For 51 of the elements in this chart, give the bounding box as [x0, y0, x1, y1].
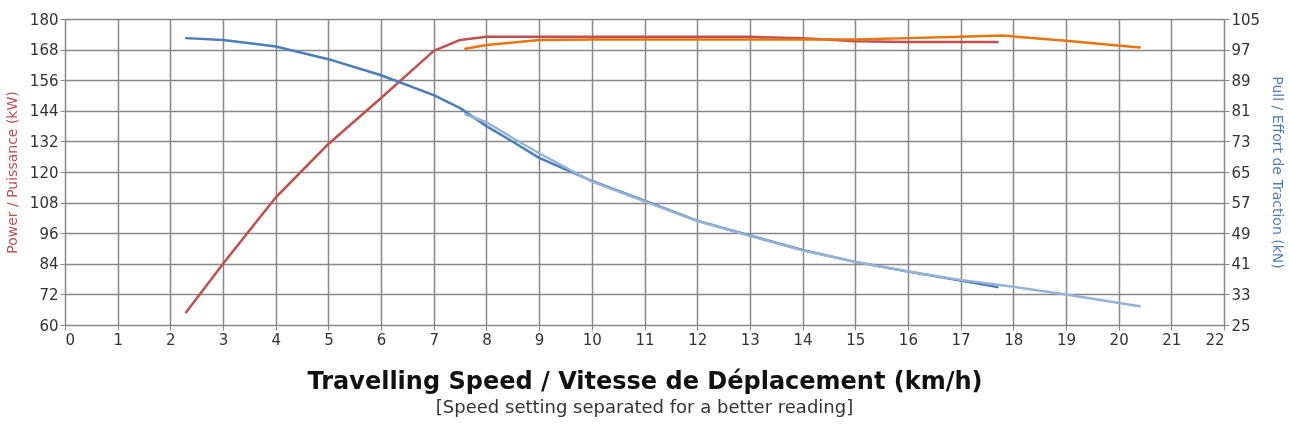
- text: [Speed setting separated for a better reading]: [435, 396, 854, 417]
- y-tick-label: 168: [29, 41, 59, 60]
- x-tick-label: 18: [1004, 330, 1024, 349]
- y2-tick-label: 57: [1231, 194, 1251, 213]
- y2-tick-label: 97: [1231, 41, 1251, 60]
- x-tick-label: 1: [113, 330, 123, 349]
- x-tick-label: 20: [1109, 330, 1129, 349]
- y-tick-label: 72: [39, 285, 59, 304]
- x-tick-label: 4: [271, 330, 281, 349]
- x-tick-label: 13: [740, 330, 760, 349]
- y2-tick-label: 33: [1231, 285, 1251, 304]
- y-tick-label: 96: [39, 224, 59, 243]
- y2-tick-label: 25: [1231, 316, 1251, 335]
- x-tick-label: 10: [582, 330, 602, 349]
- x-tick-label: 21: [1162, 330, 1182, 349]
- x-tick-label: 11: [635, 330, 655, 349]
- x-axis-title: Travelling Speed / Vitesse de Déplacement (km/h): [307, 366, 983, 395]
- y2-tick-label: 73: [1231, 132, 1251, 151]
- y-tick-label: 132: [29, 132, 59, 151]
- x-tick-label: 0: [65, 330, 76, 349]
- y2-tick-label: 81: [1231, 102, 1251, 121]
- y2-tick-label: 41: [1231, 255, 1251, 274]
- x-tick-label: 7: [429, 330, 440, 349]
- x-tick-label: 2: [166, 330, 176, 349]
- x-tick-label: 16: [898, 330, 918, 349]
- x-tick-label: 19: [1056, 330, 1076, 349]
- x-tick-label: 3: [218, 330, 229, 349]
- y-tick-label: 120: [29, 163, 59, 182]
- y2-tick-label: 65: [1231, 163, 1251, 182]
- y-tick-label: 60: [39, 316, 59, 335]
- y-tick-label: 156: [29, 71, 59, 90]
- y2-axis-title: Pull / Effort de Traction (kN): [1270, 76, 1287, 269]
- x-tick-label: 6: [376, 330, 387, 349]
- x-tick-label: 14: [793, 330, 813, 349]
- x-tick-label: 9: [534, 330, 545, 349]
- x-tick-label: 22: [1205, 330, 1225, 349]
- y2-tick-label: 105: [1231, 10, 1261, 29]
- y-tick-label: 180: [29, 10, 59, 29]
- line-series: [464, 112, 1141, 308]
- x-tick-label: 15: [846, 330, 866, 349]
- y-tick-label: 144: [29, 102, 59, 121]
- y2-tick-label: 49: [1231, 224, 1251, 243]
- x-tick-label: 5: [324, 330, 334, 349]
- y-tick-label: 84: [39, 255, 59, 274]
- y2-tick-label: 89: [1231, 71, 1251, 90]
- x-tick-label: 8: [482, 330, 492, 349]
- x-tick-label: 17: [951, 330, 971, 349]
- y-axis-title: Power / Puissance (kW): [3, 91, 20, 254]
- y-tick-label: 108: [29, 194, 59, 213]
- line-series: [464, 34, 1141, 51]
- x-tick-label: 12: [688, 330, 708, 349]
